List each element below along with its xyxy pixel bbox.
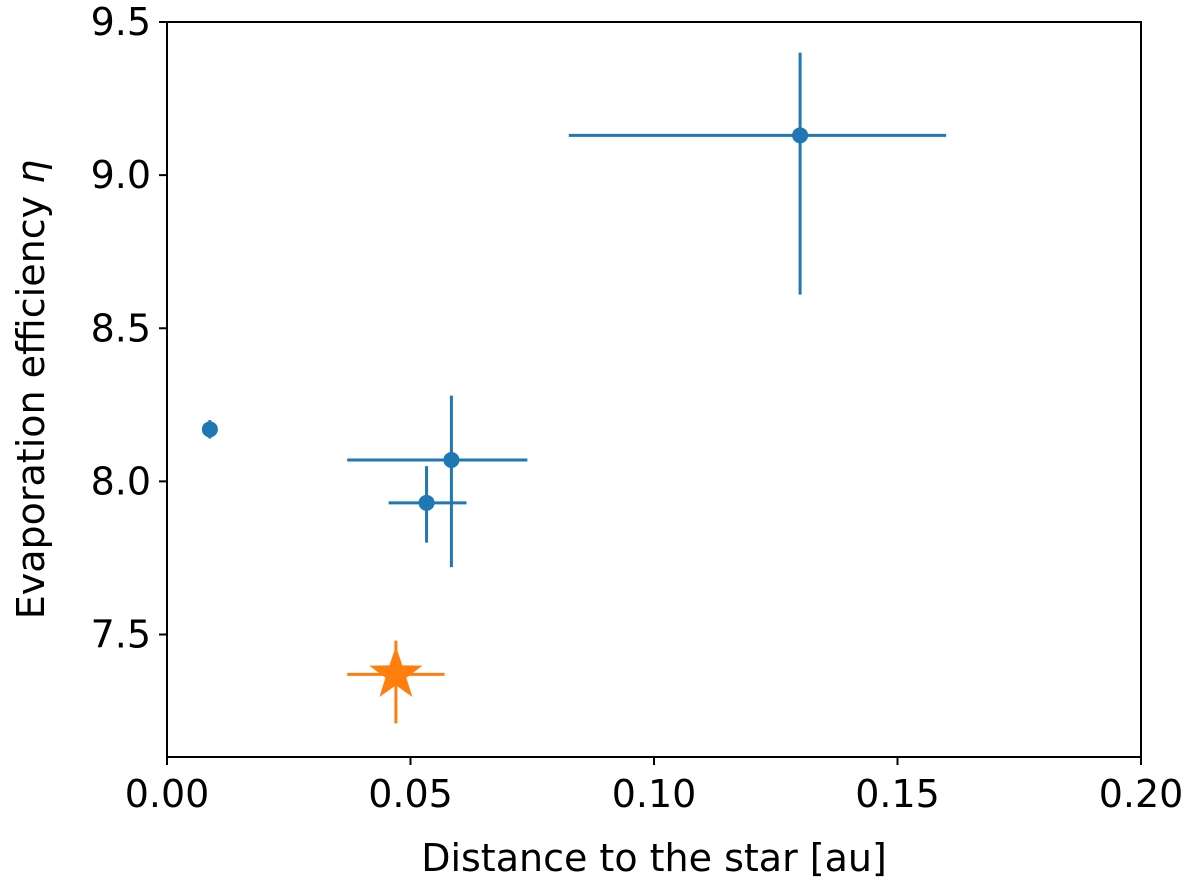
data-point (443, 451, 460, 468)
y-tick-label: 7.5 (91, 613, 151, 657)
y-axis-ticks: 7.5 8.0 8.5 9.0 9.5 (91, 0, 167, 657)
data-point (201, 421, 218, 438)
x-tick-label: 0.15 (855, 772, 940, 816)
x-tick-label: 0.00 (125, 772, 210, 816)
x-axis-label: Distance to the star [au] (421, 836, 887, 880)
data-point (418, 494, 435, 511)
data-point-star (369, 646, 423, 697)
x-tick-label: 0.20 (1099, 772, 1184, 816)
y-tick-label: 8.5 (91, 306, 151, 350)
data-marks (201, 52, 947, 724)
y-axis-label-symbol: η (9, 160, 53, 184)
x-tick-label: 0.05 (368, 772, 453, 816)
x-tick-label: 0.10 (612, 772, 697, 816)
y-tick-label: 8.0 (91, 459, 151, 503)
y-tick-label: 9.0 (91, 153, 151, 197)
data-point (792, 127, 809, 144)
y-axis-label-text: Evaporation efficiency (9, 184, 53, 619)
plot-frame (166, 21, 1142, 758)
y-tick-label: 9.5 (91, 0, 151, 44)
y-axis-label: Evaporation efficiency η (9, 160, 53, 620)
x-axis-ticks: 0.00 0.05 0.10 0.15 0.20 (125, 757, 1184, 816)
